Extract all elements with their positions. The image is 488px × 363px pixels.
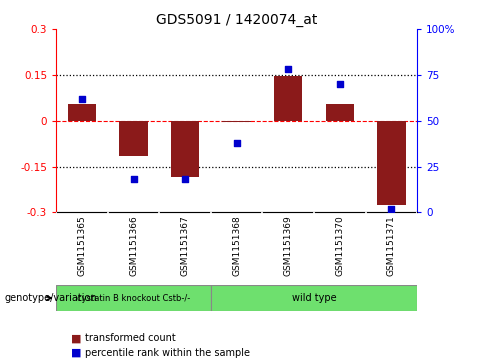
Text: GSM1151371: GSM1151371 xyxy=(387,215,396,276)
Point xyxy=(285,66,292,72)
Text: GSM1151367: GSM1151367 xyxy=(181,215,190,276)
Point xyxy=(181,176,189,182)
Point xyxy=(336,81,344,87)
Point xyxy=(78,96,86,102)
Text: genotype/variation: genotype/variation xyxy=(5,293,98,303)
Text: GSM1151368: GSM1151368 xyxy=(232,215,241,276)
Text: GSM1151366: GSM1151366 xyxy=(129,215,138,276)
Text: GSM1151365: GSM1151365 xyxy=(78,215,86,276)
Text: cystatin B knockout Cstb-/-: cystatin B knockout Cstb-/- xyxy=(77,294,190,302)
Point xyxy=(387,206,395,212)
Bar xyxy=(120,121,148,156)
Bar xyxy=(377,121,406,205)
Bar xyxy=(56,285,211,311)
Point xyxy=(130,176,138,182)
Bar xyxy=(325,104,354,121)
Text: GSM1151369: GSM1151369 xyxy=(284,215,293,276)
Text: GSM1151370: GSM1151370 xyxy=(335,215,345,276)
Bar xyxy=(274,76,303,121)
Text: transformed count: transformed count xyxy=(85,333,176,343)
Bar xyxy=(211,285,417,311)
Text: percentile rank within the sample: percentile rank within the sample xyxy=(85,348,250,358)
Bar xyxy=(171,121,199,177)
Text: ■: ■ xyxy=(71,333,81,343)
Text: ■: ■ xyxy=(71,348,81,358)
Title: GDS5091 / 1420074_at: GDS5091 / 1420074_at xyxy=(156,13,317,26)
Bar xyxy=(68,104,96,121)
Bar xyxy=(223,121,251,122)
Point xyxy=(233,140,241,146)
Text: wild type: wild type xyxy=(292,293,336,303)
